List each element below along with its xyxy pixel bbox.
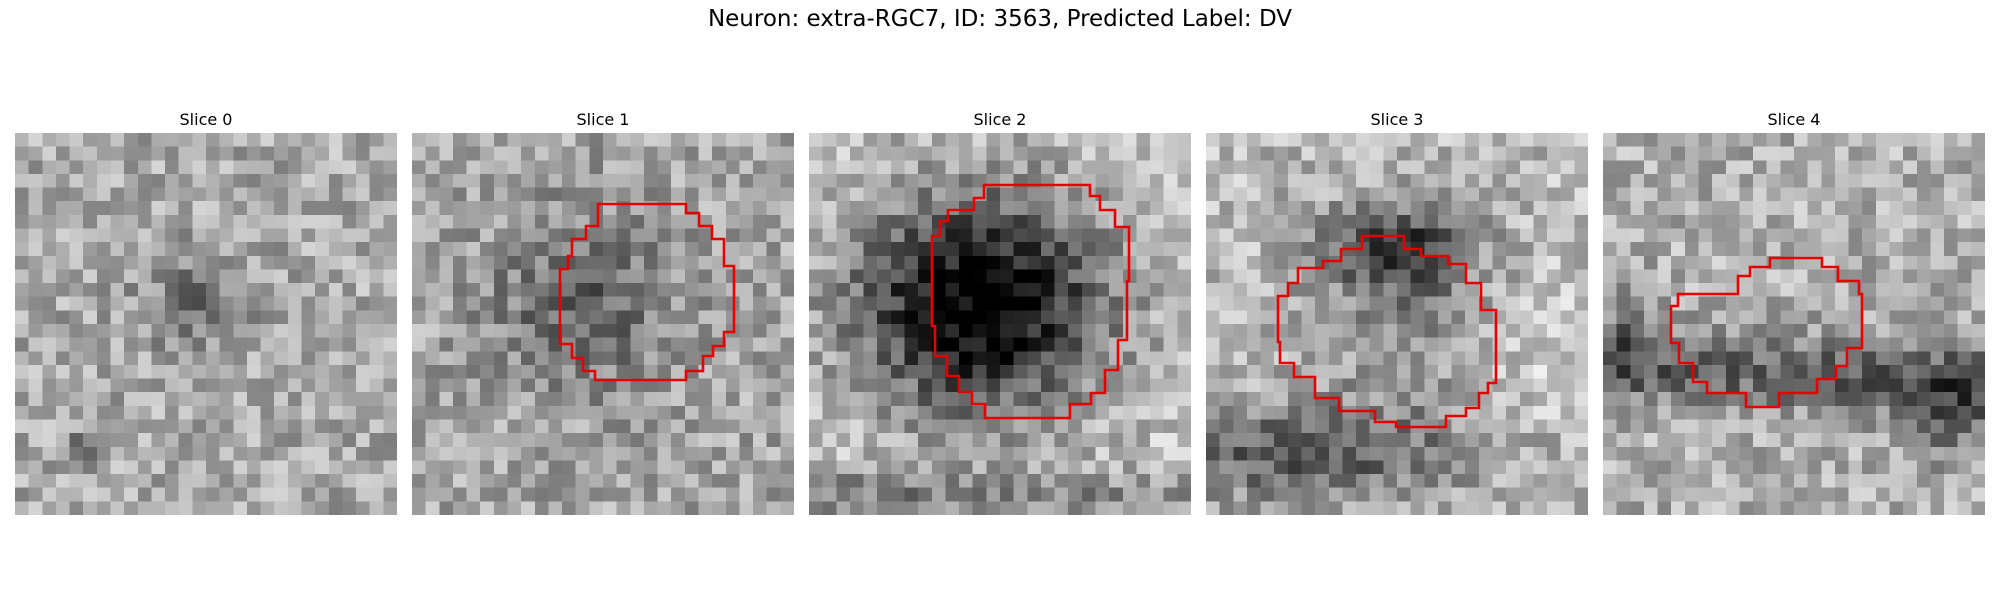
microscopy-image-4 (1603, 133, 1985, 515)
slice-title-4: Slice 4 (1767, 110, 1821, 129)
slice-panel-4: Slice 4 (1603, 109, 1985, 515)
slice-image-2 (809, 133, 1191, 515)
slice-image-0 (15, 133, 397, 515)
slice-panel-2: Slice 2 (809, 109, 1191, 515)
roi-contour-2 (930, 183, 1131, 420)
slice-title-2: Slice 2 (973, 110, 1027, 129)
roi-contour-4 (1669, 256, 1864, 409)
roi-contour-1 (558, 202, 736, 382)
figure-title: Neuron: extra-RGC7, ID: 3563, Predicted … (707, 6, 1293, 32)
slice-title-3: Slice 3 (1370, 110, 1424, 129)
slice-title-0: Slice 0 (179, 110, 233, 129)
slice-panel-3: Slice 3 (1206, 109, 1588, 515)
microscopy-image-1 (412, 133, 794, 515)
slice-panel-1: Slice 1 (412, 109, 794, 515)
microscopy-image-0 (15, 133, 397, 515)
microscopy-image-3 (1206, 133, 1588, 515)
slice-panel-0: Slice 0 (15, 109, 397, 515)
slice-image-1 (412, 133, 794, 515)
slice-title-1: Slice 1 (576, 110, 630, 129)
slice-image-4 (1603, 133, 1985, 515)
slice-image-3 (1206, 133, 1588, 515)
roi-contour-3 (1276, 234, 1498, 429)
